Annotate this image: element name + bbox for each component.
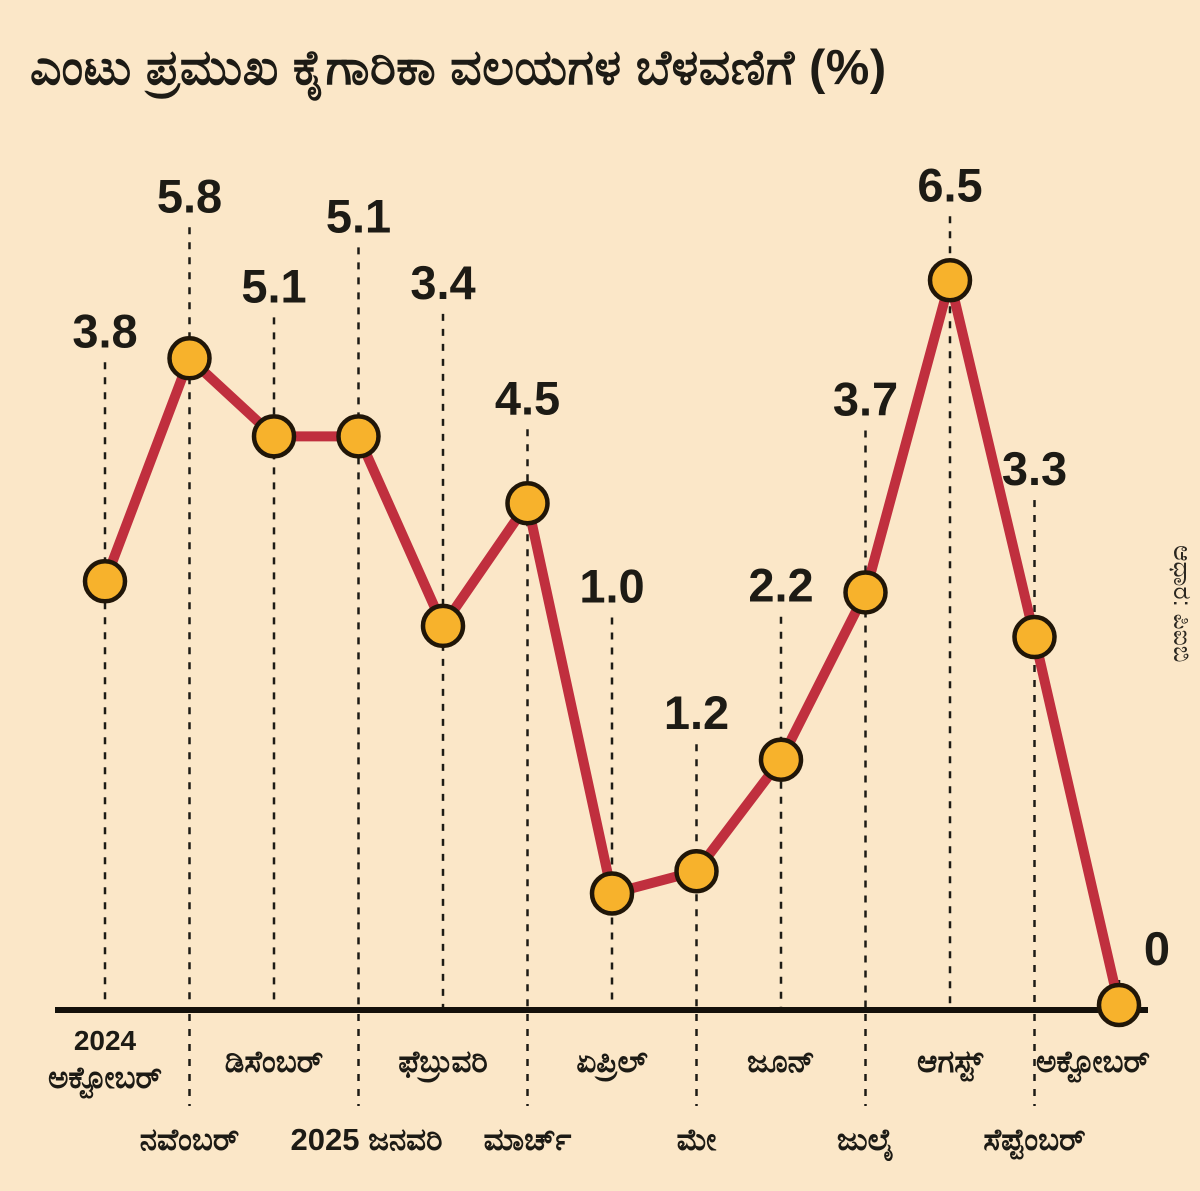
data-point-marker — [505, 481, 550, 526]
value-label: 1.0 — [579, 560, 644, 613]
data-point-marker — [674, 848, 719, 894]
x-axis-label: ಮೇ — [677, 1122, 717, 1157]
value-label: 5.1 — [241, 259, 306, 312]
x-axis-label: ಆಗಸ್ಟ್ — [917, 1044, 984, 1082]
data-point-marker — [927, 258, 973, 303]
data-point-marker — [758, 737, 804, 782]
x-axis-label: 2025 ಜನವರಿ — [291, 1122, 443, 1157]
x-axis-label: ಅಕ್ಟೋಬರ್ — [48, 1060, 162, 1099]
value-label: 6.5 — [917, 158, 982, 211]
data-point-marker — [336, 414, 381, 459]
data-point-marker — [843, 570, 888, 615]
x-axis-label: ನವೆಂಬರ್ — [140, 1122, 240, 1157]
chart-title: ಎಂಟು ಪ್ರಮುಖ ಕೈಗಾರಿಕಾ ವಲಯಗಳ ಬೆಳವಣಿಗೆ (%) — [30, 41, 887, 95]
value-label: 3.8 — [72, 304, 137, 357]
data-point-marker — [251, 414, 297, 459]
value-label: 3.3 — [1002, 442, 1067, 495]
value-label: 4.5 — [495, 371, 560, 424]
value-label: 1.2 — [664, 686, 729, 739]
x-axis-label: ಡಿಸೆಂಬರ್ — [225, 1044, 323, 1079]
value-label: 3.4 — [410, 256, 475, 309]
value-label: 5.8 — [157, 169, 222, 222]
data-point-marker — [1012, 614, 1057, 660]
x-axis-label: ಮಾರ್ಚ್ — [484, 1122, 572, 1157]
x-axis-label: ಫೆಬ್ರುವರಿ — [398, 1044, 488, 1083]
x-axis-label: ಸೆಪ್ಟೆಂಬರ್ — [983, 1122, 1085, 1160]
x-axis-year-label: 2024 — [74, 1025, 137, 1056]
data-point-marker — [82, 559, 128, 604]
value-label: 5.1 — [326, 189, 391, 242]
data-point-marker — [589, 871, 635, 916]
data-point-marker — [167, 336, 212, 381]
x-axis-label: ಜುಲೈ — [837, 1122, 894, 1161]
source-credit: ಆಧಾರ: ಪಿಐಬಿ — [1168, 545, 1196, 663]
value-label: 3.7 — [833, 372, 898, 425]
x-axis-label: ಜೂನ್ — [747, 1044, 815, 1079]
x-axis-label: ಏಪ್ರಿಲ್ — [576, 1044, 648, 1082]
value-label: 0 — [1144, 922, 1170, 975]
value-label: 2.2 — [748, 559, 813, 612]
x-axis-label: ಅಕ್ಟೋಬರ್ — [1036, 1044, 1150, 1083]
data-point-marker — [1096, 982, 1142, 1028]
data-point-marker — [420, 603, 466, 649]
